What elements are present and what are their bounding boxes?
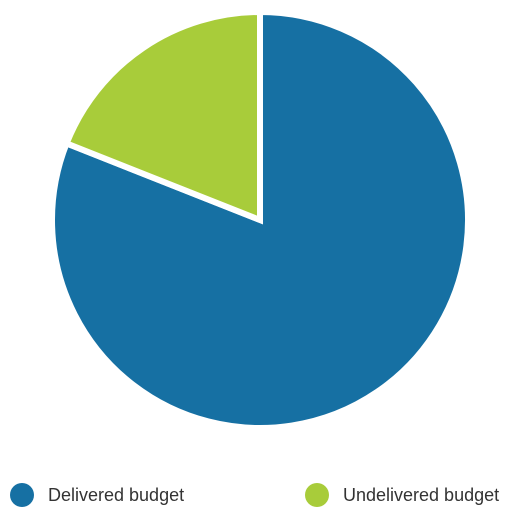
- legend-swatch-undelivered: [305, 483, 329, 507]
- legend-label-delivered: Delivered budget: [48, 485, 184, 505]
- legend: Delivered budget Undelivered budget: [10, 483, 499, 507]
- legend-label-undelivered: Undelivered budget: [343, 485, 499, 505]
- legend-item-delivered: Delivered budget: [10, 483, 184, 507]
- pie-slices: [49, 8, 471, 431]
- legend-swatch-delivered: [10, 483, 34, 507]
- legend-item-undelivered: Undelivered budget: [305, 483, 499, 507]
- pie-slice-undelivered-budget: [62, 8, 263, 225]
